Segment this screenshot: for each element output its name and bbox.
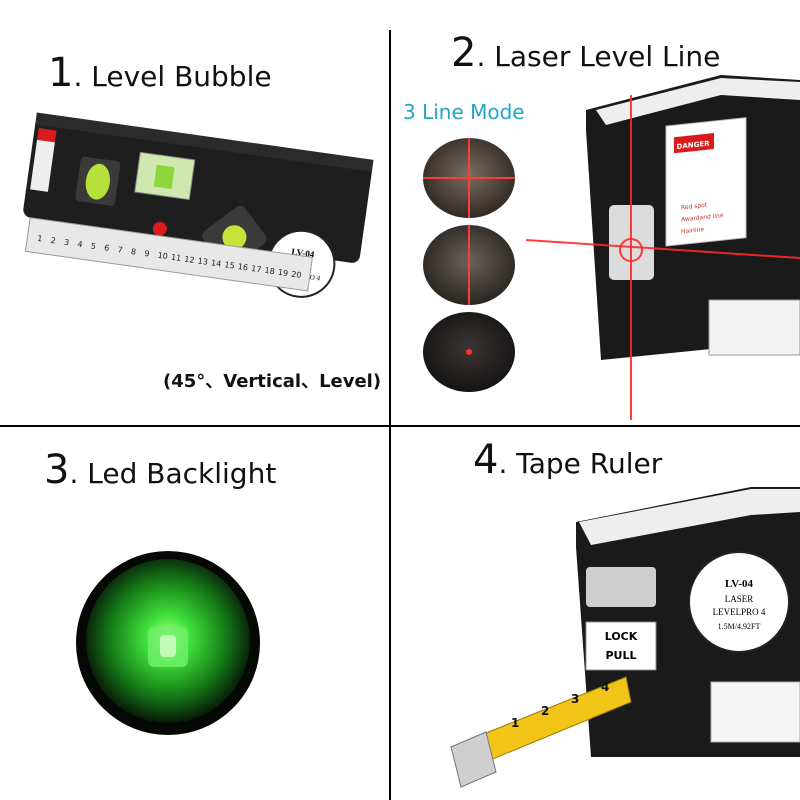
- panel-led-backlight: 3. Led Backlight: [0, 427, 389, 800]
- ruler-number: 16: [237, 262, 248, 272]
- tape-device-line3: LEVELPRO 4: [713, 607, 766, 617]
- panel-3-number: 3: [44, 447, 70, 493]
- panel-4-title-text: . Tape Ruler: [498, 447, 663, 480]
- ruler-number: 14: [211, 258, 222, 268]
- ruler-number: 8: [130, 247, 136, 257]
- ruler-number: 20: [291, 270, 302, 280]
- ruler-number: 17: [251, 264, 262, 274]
- bubble-vial-level: [153, 164, 175, 190]
- tape-number: 2: [541, 704, 549, 718]
- panel-2-number: 2: [451, 30, 477, 76]
- ruler-number: 9: [144, 249, 150, 259]
- ruler-ticks: 1 2 3 4 5 6 7 8 9 10 11 12 13 14 15 16 17 18 19 20: [37, 234, 302, 280]
- lock-text: LOCK: [605, 630, 638, 643]
- mode-label: 3 Line Mode: [403, 100, 525, 124]
- ruler-number: 5: [90, 241, 96, 251]
- ruler-number: 3: [63, 238, 69, 248]
- ruler-number: 19: [277, 268, 288, 278]
- level-device-illustration: LV-04 LASER LEVELPRO 4 12345678910111213…: [23, 112, 374, 298]
- ruler-number: 4: [77, 240, 83, 250]
- panel-laser-line: 2. Laser Level Line 3 Line Mode DANGER R…: [391, 0, 800, 425]
- ruler-number: 15: [224, 260, 235, 270]
- ruler-number: 12: [184, 255, 195, 265]
- laser-warning-text: DANGER: [677, 138, 711, 150]
- panel-2-title-text: . Laser Level Line: [476, 40, 721, 73]
- ruler-number: 2: [50, 236, 56, 246]
- legend-hairline: Hairline: [681, 226, 704, 235]
- ruler-number: 7: [117, 245, 123, 255]
- ruler-number: 11: [170, 253, 181, 263]
- lock-pull-label: [585, 621, 657, 671]
- laser-button-icon: [152, 221, 167, 236]
- panel-1-title: 1. Level Bubble: [48, 50, 272, 96]
- panel-tape-ruler: 4. Tape Ruler LV-04 LASER LEVELPRO 4 1.5…: [391, 427, 800, 800]
- device-side-ruler: [710, 681, 800, 743]
- ruler-number: 18: [264, 266, 275, 276]
- vertical-divider: [389, 30, 391, 800]
- bubble-vial-vertical: [85, 163, 110, 200]
- led-backlight-illustration: [76, 551, 260, 735]
- panel-1-title-text: . Level Bubble: [73, 60, 272, 93]
- horizontal-divider: [0, 425, 800, 427]
- tape-number: 4: [601, 680, 609, 694]
- panel-4-title: 4. Tape Ruler: [473, 437, 662, 483]
- tape-device-line4: 1.5M/4.92FT: [718, 622, 761, 631]
- panel-4-number: 4: [473, 437, 499, 483]
- ruler-number: 13: [197, 256, 208, 266]
- tape-ruler-illustration: LV-04 LASER LEVELPRO 4 1.5M/4.92FT LOCK …: [450, 487, 800, 788]
- tape-ticks: 1 2 3 4: [511, 680, 609, 730]
- legend-red-spot: Red spot: [681, 202, 708, 212]
- tape-hook: [450, 731, 497, 788]
- tape-end: [708, 299, 800, 356]
- device-label-disc: [688, 551, 790, 653]
- tape-number: 3: [571, 692, 579, 706]
- ruler-number: 6: [104, 243, 110, 253]
- panel-3-title: 3. Led Backlight: [44, 447, 276, 493]
- panel-1-number: 1: [48, 50, 74, 96]
- panel-level-bubble: 1. Level Bubble LV-04 LASER LEVELPRO 4 1…: [0, 0, 389, 425]
- laser-horizontal-beam: [525, 239, 800, 259]
- pull-text: PULL: [605, 649, 636, 662]
- ruler-number: 10: [157, 251, 168, 261]
- panel-2-title: 2. Laser Level Line: [451, 30, 720, 76]
- bubble-angles-note: (45°、Vertical、Level): [163, 371, 382, 392]
- tape-device-model: LV-04: [725, 578, 754, 590]
- legend-line: Awardand line: [681, 212, 724, 223]
- tape-number: 1: [511, 716, 519, 730]
- ruler-strip: [24, 217, 313, 292]
- lock-slider: [586, 567, 656, 607]
- tape-device-line2: LASER: [725, 594, 754, 604]
- laser-illustration: DANGER Red spot Awardand line Hairline: [423, 75, 800, 420]
- ruler-number: 1: [37, 234, 43, 244]
- panel-3-title-text: . Led Backlight: [69, 457, 277, 490]
- bubble-vial-45: [222, 225, 247, 250]
